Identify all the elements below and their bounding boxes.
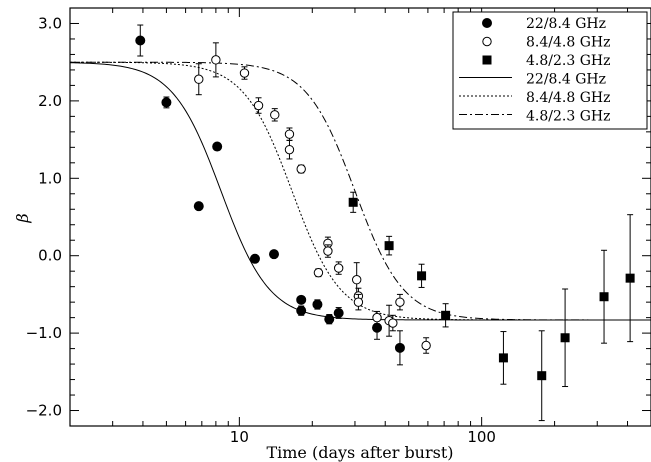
data-point-filled-square: [441, 310, 451, 320]
data-point-open-circle: [395, 297, 405, 307]
data-point-filled-circle: [296, 294, 307, 305]
data-point-open-circle: [482, 36, 492, 47]
tick-labels: 10 100 3.0 2.0 1.0 0.0 −1.0 −2.0: [26, 14, 496, 446]
legend-label: 4.8/2.3 GHz: [526, 109, 610, 125]
data-point-open-circle: [239, 68, 250, 78]
data-point-filled-square: [482, 55, 492, 65]
data-point-open-circle: [323, 246, 333, 256]
model-curve-line: [70, 61, 651, 321]
x-axis-label: Time (days after burst): [266, 443, 453, 462]
legend-label: 8.4/4.8 GHz: [526, 35, 610, 51]
data-point-filled-square: [498, 353, 508, 363]
data-point-open-circle: [421, 340, 431, 351]
legend-label: 22/8.4 GHz: [526, 72, 606, 88]
data-point-open-circle: [253, 100, 264, 111]
model-curve-line: [69, 62, 651, 321]
data-point-filled-circle: [324, 314, 335, 325]
data-point-filled-circle: [249, 253, 260, 264]
data-point-open-circle: [351, 275, 362, 285]
data-point-filled-square: [599, 292, 609, 302]
data-point-filled-square: [417, 271, 427, 281]
data-point-filled-circle: [333, 307, 344, 318]
data-point-open-circle: [333, 263, 344, 273]
data-point-open-circle: [284, 129, 295, 139]
legend-label: 22/8.4 GHz: [526, 16, 606, 32]
data-points: [135, 24, 635, 422]
data-point-open-circle: [194, 74, 204, 84]
data-point-filled-square: [625, 273, 635, 283]
y-axis-label: β: [13, 213, 32, 223]
data-point-filled-circle: [193, 201, 204, 212]
data-point-filled-square: [348, 197, 358, 207]
x-tick-label: 100: [467, 428, 496, 446]
data-point-filled-circle: [482, 18, 492, 28]
data-point-open-circle: [296, 164, 306, 174]
data-point-open-circle: [372, 312, 382, 323]
data-point-open-circle: [211, 55, 221, 65]
legend: 22/8.4 GHz 8.4/4.8 GHz 4.8/2.3 GHz 22/8.4 G…: [452, 11, 648, 130]
y-tick-label: 1.0: [38, 169, 62, 187]
x-tick-label: 10: [230, 428, 249, 446]
data-point-filled-circle: [312, 299, 323, 310]
data-point-filled-circle: [212, 141, 223, 152]
data-point-filled-circle: [296, 305, 307, 316]
y-tick-label: 0.0: [38, 247, 62, 265]
model-curves: [69, 61, 651, 321]
data-point-filled-square: [537, 371, 547, 381]
model-curve-line: [70, 61, 651, 321]
data-point-filled-circle: [372, 322, 383, 333]
data-point-open-circle: [388, 318, 398, 328]
legend-box: [452, 11, 648, 130]
data-point-filled-circle: [161, 97, 172, 108]
plot-frame: [69, 7, 651, 427]
data-point-filled-circle: [394, 342, 405, 353]
data-point-filled-square: [560, 333, 570, 343]
data-point-open-circle: [270, 110, 280, 120]
data-point-open-circle: [353, 297, 364, 307]
y-tick-label: −2.0: [26, 402, 62, 420]
data-point-open-circle: [313, 268, 324, 278]
legend-label: 8.4/4.8 GHz: [526, 90, 610, 106]
y-tick-label: 2.0: [38, 92, 62, 110]
data-point-open-circle: [284, 144, 295, 155]
y-tick-label: 3.0: [38, 14, 62, 32]
data-point-filled-square: [384, 241, 394, 251]
legend-label: 4.8/2.3 GHz: [526, 53, 610, 69]
data-point-filled-circle: [135, 35, 146, 46]
data-point-filled-circle: [269, 249, 280, 260]
y-tick-label: −1.0: [26, 324, 62, 342]
